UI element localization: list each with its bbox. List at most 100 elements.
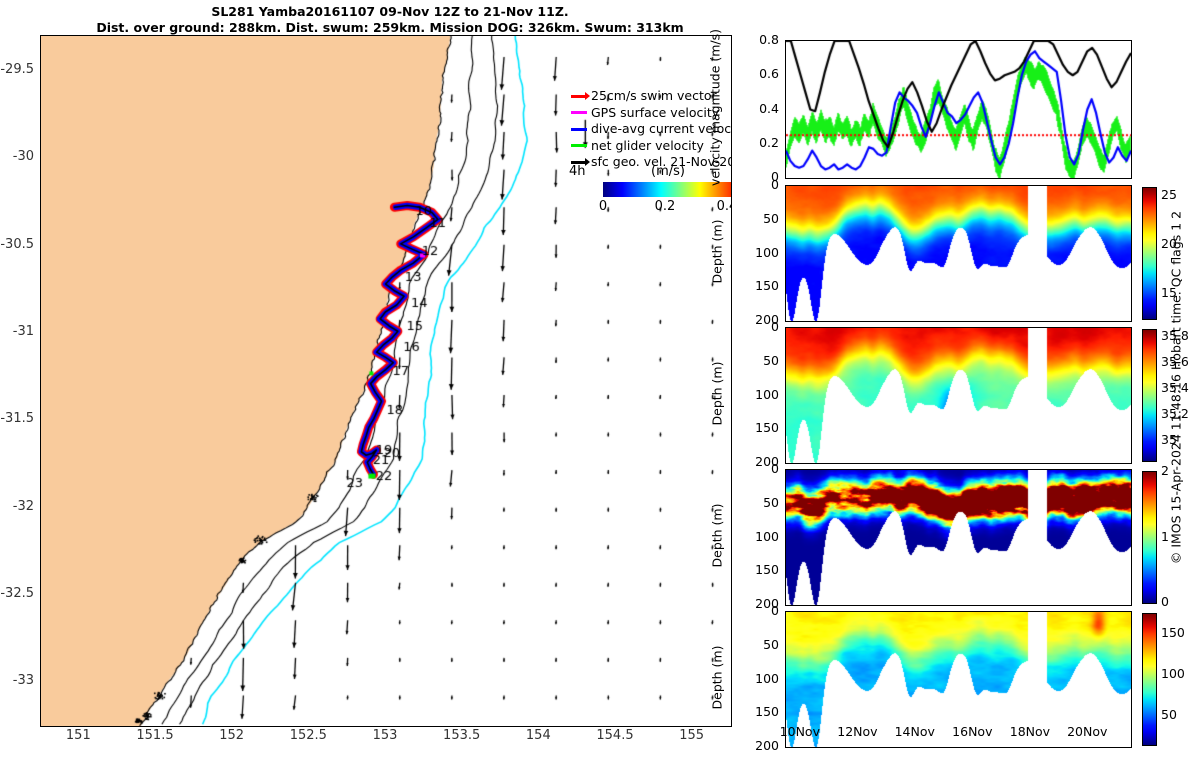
salinity-depth-tick-label: 100: [755, 386, 779, 402]
oxygen-colorbar-tick: 100: [1161, 666, 1185, 682]
map-canvas[interactable]: [41, 36, 731, 726]
oxygen-colorbar-tick: 150: [1161, 625, 1185, 641]
isobaths-note: isobaths: 0 200 1000m: [83, 724, 228, 726]
map-y-tick-label: -32: [12, 498, 34, 514]
salinity-depth-tick-label: 50: [763, 352, 779, 368]
chla-section-panel[interactable]: [785, 469, 1132, 606]
oxygen-y-axis-label: Depth (m): [709, 645, 725, 709]
time-axis-tick-label: 14Nov: [894, 724, 935, 739]
map-colorbar: [603, 182, 731, 197]
time-axis-tick-label: 16Nov: [952, 724, 993, 739]
map-x-tick-label: 152: [219, 728, 245, 743]
oxygen-section-panel[interactable]: [785, 611, 1132, 748]
map-y-tick-label: -31: [12, 323, 34, 339]
temperature-depth-tick-label: 100: [755, 244, 779, 260]
map-legend-item-3: net glider velocity: [571, 137, 731, 155]
oxygen-colorbar-tick: 50: [1161, 707, 1177, 723]
legend-line-icon: [571, 111, 587, 115]
velocity-magnitude-canvas: [786, 41, 1131, 178]
chla-colorbar-tick: 1: [1161, 528, 1169, 544]
salinity-colorbar-tick: 35.2: [1161, 406, 1189, 422]
map-colorbar-unit: (m/s): [651, 164, 685, 179]
temperature-section-canvas: [786, 186, 1131, 321]
map-x-tick-label: 153: [372, 728, 398, 743]
map-y-tick-label: -32.5: [0, 585, 34, 601]
map-colorbar-tick: 0.4: [716, 199, 731, 214]
chla-colorbar-tick: 2: [1161, 463, 1169, 478]
vector-scale-label: 4h: [569, 164, 586, 179]
time-axis-tick-label: 12Nov: [837, 724, 878, 739]
map-y-tick-label: -30.5: [0, 236, 34, 252]
temperature-colorbar-tick: 25: [1161, 186, 1177, 202]
map-x-tick-label: 154: [525, 728, 551, 743]
map-x-tick-label: 151: [65, 728, 91, 743]
temperature-colorbar-tick: 20: [1161, 236, 1177, 252]
map-x-tick-label: 153.5: [443, 728, 481, 743]
salinity-colorbar-tick: 35.4: [1161, 379, 1189, 395]
map-legend-label: dive-avg current veloc.: [591, 121, 732, 136]
salinity-depth-tick-label: 0: [771, 319, 779, 334]
salinity-colorbar-tick: 35: [1161, 432, 1177, 448]
salinity-colorbar-tick: 35.6: [1161, 353, 1189, 369]
temperature-depth-tick-label: 200: [755, 312, 779, 327]
title-line-1: SL281 Yamba20161107 09-Nov 12Z to 21-Nov…: [211, 4, 569, 19]
map-legend-item-0: 25cm/s swim vector: [571, 88, 731, 105]
map-x-tick-label: 151.5: [136, 728, 174, 743]
time-axis-tick-label: 10Nov: [779, 724, 820, 739]
velocity-y-tick-label: 0: [771, 169, 779, 184]
copyright-text: © IMOS 15-Apr-2024 11:48:16 Hobart time.…: [1168, 210, 1184, 565]
map-legend: 25cm/s swim vector GPS surface velocity di…: [571, 88, 732, 171]
time-axis-tick-label: 20Nov: [1067, 724, 1108, 739]
salinity-section-canvas: [786, 328, 1131, 463]
temperature-depth-tick-label: 50: [763, 210, 779, 226]
map-y-tick-label: -30: [12, 149, 34, 165]
title-line-2: Dist. over ground: 288km. Dist. swum: 25…: [96, 20, 684, 35]
velocity-y-tick-label: 0.6: [759, 66, 779, 82]
chla-section-canvas: [786, 470, 1131, 605]
velocity-y-tick-label: 0.4: [759, 100, 779, 116]
velocity-y-tick-label: 0.8: [759, 32, 779, 47]
salinity-section-panel[interactable]: [785, 327, 1132, 464]
temperature-depth-tick-label: 150: [755, 278, 779, 294]
chla-depth-tick-label: 150: [755, 562, 779, 578]
map-legend-label: sfc geo. vel. 21-Nov-2016: [591, 154, 731, 169]
chla-colorbar: [1142, 471, 1157, 604]
oxygen-depth-tick-label: 150: [755, 704, 779, 720]
legend-line-icon: [571, 144, 587, 148]
velocity-y-tick-label: 0.2: [759, 134, 779, 150]
map-colorbar-tick: 0: [598, 199, 608, 214]
map-legend-label: net glider velocity: [591, 137, 704, 153]
salinity-depth-tick-label: 150: [755, 420, 779, 436]
time-axis-tick-label: 18Nov: [1009, 724, 1051, 739]
legend-line-icon: [571, 127, 587, 131]
velocity-y-axis-label: velocity magnitude (m/s): [707, 28, 723, 186]
chla-colorbar-tick: 0: [1161, 594, 1169, 609]
temperature-colorbar-tick: 15: [1161, 285, 1177, 301]
temperature-section-panel[interactable]: [785, 185, 1132, 322]
oxygen-depth-tick-label: 100: [755, 670, 779, 686]
legend-arrow-icon: [571, 158, 590, 167]
chla-depth-tick-label: 50: [763, 494, 779, 510]
oxygen-section-canvas: [786, 612, 1131, 747]
map-y-tick-label: -33: [12, 673, 34, 689]
salinity-colorbar-tick: 35.8: [1161, 327, 1189, 343]
map-x-tick-label: 152.5: [289, 728, 327, 743]
chla-y-axis-label: Depth (m): [709, 503, 725, 567]
figure-title: SL281 Yamba20161107 09-Nov 12Z to 21-Nov…: [60, 4, 720, 36]
oxygen-colorbar: [1142, 613, 1157, 746]
velocity-magnitude-panel[interactable]: [785, 40, 1132, 179]
temperature-colorbar: [1142, 187, 1157, 320]
map-legend-item-1: GPS surface velocity: [571, 104, 731, 122]
salinity-y-axis-label: Depth (m): [709, 361, 725, 425]
map-panel[interactable]: 25cm/s swim vector GPS surface velocity di…: [40, 35, 732, 727]
chla-depth-tick-label: 0: [771, 461, 779, 476]
temperature-depth-tick-label: 0: [771, 177, 779, 192]
map-legend-label: GPS surface velocity: [591, 104, 720, 120]
temperature-y-axis-label: Depth (m): [709, 219, 725, 283]
legend-arrow-icon: [571, 92, 590, 101]
salinity-colorbar: [1142, 329, 1157, 462]
map-y-tick-label: -31.5: [0, 411, 34, 427]
oxygen-depth-tick-label: 0: [771, 603, 779, 618]
oxygen-depth-tick-label: 50: [763, 636, 779, 652]
map-colorbar-tick: 0.2: [654, 199, 676, 214]
